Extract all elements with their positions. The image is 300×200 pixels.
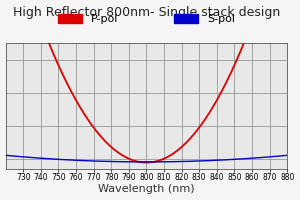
Title: High Reflector 800nm- Single stack design: High Reflector 800nm- Single stack desig… [13, 6, 280, 19]
Legend: P-pol, S-pol: P-pol, S-pol [58, 14, 235, 24]
X-axis label: Wavelength (nm): Wavelength (nm) [98, 184, 195, 194]
